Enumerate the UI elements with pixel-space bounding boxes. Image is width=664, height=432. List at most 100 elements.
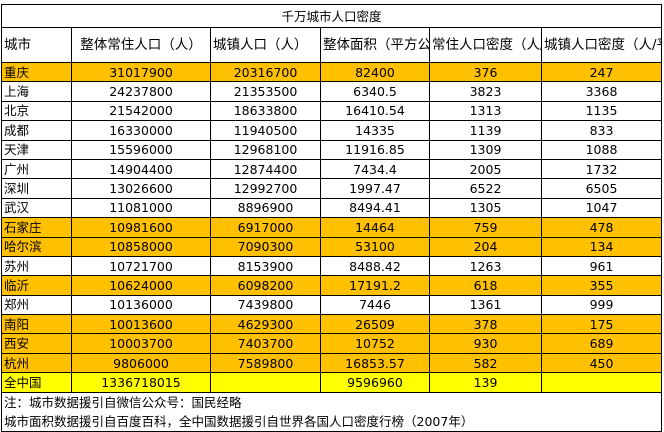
table-row: 广州 14904400 12874400 7434.4 2005 1732 <box>1 158 663 180</box>
cell-city: 临沂 <box>1 275 72 296</box>
cell-area: 14335 <box>320 120 430 141</box>
header-density: 常住人口密度（人/平方公里） <box>429 27 542 63</box>
cell-density: 2005 <box>429 158 542 180</box>
cell-city: 郑州 <box>1 294 72 316</box>
cell-density: 1305 <box>429 197 542 219</box>
cell-city: 北京 <box>1 100 72 122</box>
cell-city: 深圳 <box>1 178 72 199</box>
cell-density: 1309 <box>429 139 542 160</box>
cell-area: 7446 <box>320 294 430 316</box>
cell-total-pop: 10003700 <box>71 333 211 354</box>
cell-urban-pop: 18633800 <box>210 100 321 122</box>
table-row: 郑州 10136000 7439800 7446 1361 999 <box>1 294 663 316</box>
cell-total-pop: 15596000 <box>71 139 211 160</box>
cell-area: 26509 <box>320 314 430 335</box>
cell-total-pop: 21542000 <box>71 100 211 122</box>
cell-urban-pop: 6917000 <box>210 217 321 238</box>
cell-urban-pop: 21353500 <box>210 81 321 102</box>
cell-urban-pop: 7403700 <box>210 333 321 354</box>
cell-urban-density: 1732 <box>540 158 663 180</box>
cell-city: 广州 <box>1 158 72 180</box>
cell-area: 8488.42 <box>320 255 430 277</box>
cell-city: 重庆 <box>1 61 72 83</box>
cell-density: 3823 <box>429 81 542 102</box>
table-row: 西安 10003700 7403700 10752 930 689 <box>1 333 663 354</box>
cell-density: 759 <box>429 217 542 238</box>
cell-total-pop: 9806000 <box>71 352 211 374</box>
cell-city: 石家庄 <box>1 217 72 238</box>
cell-total-pop: 24237800 <box>71 81 211 102</box>
cell-city: 哈尔滨 <box>1 236 72 257</box>
table-row: 天津 15596000 12968100 11916.85 1309 1088 <box>1 139 663 160</box>
cell-total-pop: 14904400 <box>71 158 211 180</box>
cell-area: 14464 <box>320 217 430 238</box>
cell-area: 82400 <box>320 61 430 83</box>
cell-urban-density: 1047 <box>540 197 663 219</box>
cell-density: 204 <box>429 236 542 257</box>
table-title: 千万城市人口密度 <box>0 4 663 28</box>
cell-total-pop: 10013600 <box>71 314 211 335</box>
cell-urban-density: 134 <box>540 236 663 257</box>
cell-urban-pop: 8153900 <box>210 255 321 277</box>
cell-density: 1139 <box>429 120 542 141</box>
cell-density: 930 <box>429 333 542 354</box>
cell-total-pop: 13026600 <box>71 178 211 199</box>
cell-urban-pop: 20316700 <box>210 61 321 83</box>
cell-area: 10752 <box>320 333 430 354</box>
density-table: 千万城市人口密度 城市 整体常住人口（人） 城镇人口（人） 整体面积（平方公里）… <box>0 4 663 432</box>
header-area: 整体面积（平方公里） <box>320 27 430 63</box>
cell-density: 376 <box>429 61 542 83</box>
cell-area: 9596960 <box>320 372 430 393</box>
cell-urban-pop: 7090300 <box>210 236 321 257</box>
cell-area: 11916.85 <box>320 139 430 160</box>
note-line-1: 注：城市数据援引自微信公众号：国民经略 <box>0 391 663 412</box>
cell-urban-density: 450 <box>540 352 663 374</box>
cell-urban-density: 247 <box>540 61 663 83</box>
cell-density: 1263 <box>429 255 542 277</box>
header-urban-pop: 城镇人口（人） <box>210 27 321 63</box>
cell-urban-density: 1088 <box>540 139 663 160</box>
cell-urban-density: 689 <box>540 333 663 354</box>
cell-urban-density: 175 <box>540 314 663 335</box>
cell-area: 53100 <box>320 236 430 257</box>
cell-urban-pop: 7439800 <box>210 294 321 316</box>
cell-urban-density: 355 <box>540 275 663 296</box>
cell-city: 天津 <box>1 139 72 160</box>
spreadsheet: 千万城市人口密度 城市 整体常住人口（人） 城镇人口（人） 整体面积（平方公里）… <box>0 4 663 432</box>
cell-urban-pop: 12968100 <box>210 139 321 160</box>
header-row: 城市 整体常住人口（人） 城镇人口（人） 整体面积（平方公里） 常住人口密度（人… <box>1 27 663 63</box>
cell-urban-density: 6505 <box>540 178 663 199</box>
cell-city: 上海 <box>1 81 72 102</box>
cell-total-pop: 10624000 <box>71 275 211 296</box>
table-row: 苏州 10721700 8153900 8488.42 1263 961 <box>1 255 663 277</box>
cell-city: 西安 <box>1 333 72 354</box>
cell-urban-density: 1135 <box>540 100 663 122</box>
cell-area: 16853.57 <box>320 352 430 374</box>
table-row: 全中国 1336718015 9596960 139 <box>1 372 663 393</box>
cell-city: 成都 <box>1 120 72 141</box>
cell-total-pop: 11081000 <box>71 197 211 219</box>
note-line-2: 城市面积数据援引自百度百科，全中国数据援引自世界各国人口密度行榜（2007年） <box>0 411 663 432</box>
cell-city: 全中国 <box>1 372 72 393</box>
cell-total-pop: 31017900 <box>71 61 211 83</box>
table-row: 石家庄 10981600 6917000 14464 759 478 <box>1 217 663 238</box>
cell-density: 582 <box>429 352 542 374</box>
cell-urban-density: 833 <box>540 120 663 141</box>
cell-density: 618 <box>429 275 542 296</box>
table-row: 南阳 10013600 4629300 26509 378 175 <box>1 314 663 335</box>
cell-density: 1313 <box>429 100 542 122</box>
header-urban-density: 城镇人口密度（人/平方公里） <box>540 27 663 63</box>
cell-area: 1997.47 <box>320 178 430 199</box>
cell-area: 8494.41 <box>320 197 430 219</box>
table-row: 杭州 9806000 7589800 16853.57 582 450 <box>1 352 663 374</box>
cell-urban-pop: 7589800 <box>210 352 321 374</box>
table-row: 武汉 11081000 8896900 8494.41 1305 1047 <box>1 197 663 219</box>
header-total-pop: 整体常住人口（人） <box>71 27 211 63</box>
cell-area: 17191.2 <box>320 275 430 296</box>
cell-urban-pop: 12992700 <box>210 178 321 199</box>
cell-urban-pop: 4629300 <box>210 314 321 335</box>
cell-city: 苏州 <box>1 255 72 277</box>
cell-urban-pop: 11940500 <box>210 120 321 141</box>
cell-total-pop: 10858000 <box>71 236 211 257</box>
cell-city: 南阳 <box>1 314 72 335</box>
